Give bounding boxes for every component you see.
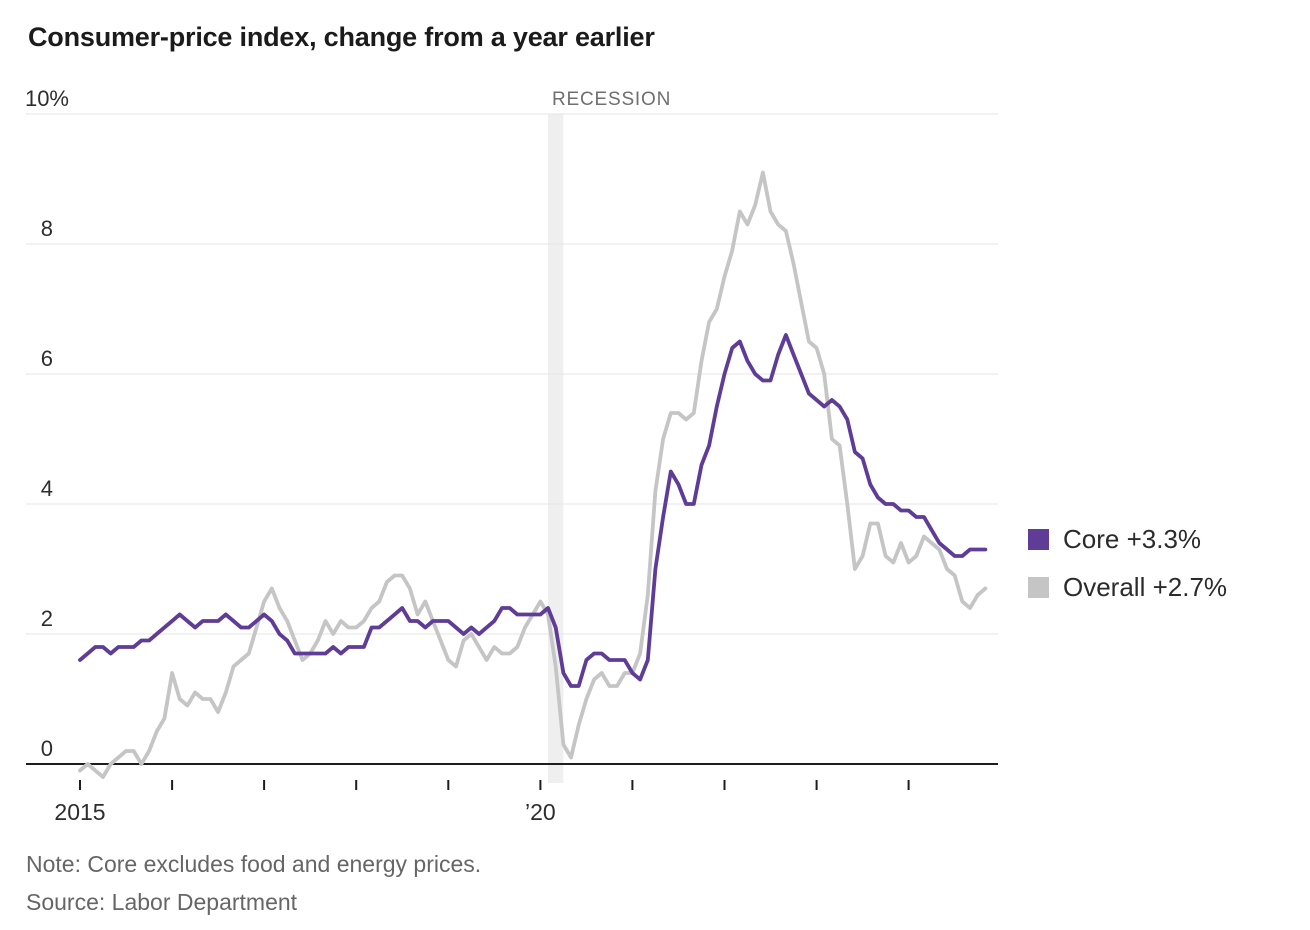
legend-label-overall: Overall +2.7% [1063,572,1228,602]
y-axis-label: 10% [24,86,69,111]
legend-swatch-core [1028,529,1049,550]
legend-swatch-overall [1028,577,1049,598]
chart-note: Note: Core excludes food and energy pric… [26,851,482,877]
y-axis-label: 4 [40,476,53,501]
x-axis-label: 2015 [54,799,106,825]
line-overall [78,170,988,779]
y-axis-label: 0 [40,736,53,761]
chart-title: Consumer-price index, change from a year… [28,22,655,52]
y-axis-label: 8 [40,216,53,241]
legend-item-core: Core +3.3% [1028,524,1227,555]
chart-source: Source: Labor Department [26,889,298,915]
y-axis-label: 6 [40,346,53,371]
recession-label: RECESSION [552,89,672,110]
x-axis-label: ’20 [524,799,556,825]
legend-label-core: Core +3.3% [1063,524,1202,554]
line-core [78,333,988,688]
legend: Core +3.3% Overall +2.7% [1028,524,1227,620]
legend-item-overall: Overall +2.7% [1028,572,1227,603]
y-axis-label: 2 [40,606,53,631]
